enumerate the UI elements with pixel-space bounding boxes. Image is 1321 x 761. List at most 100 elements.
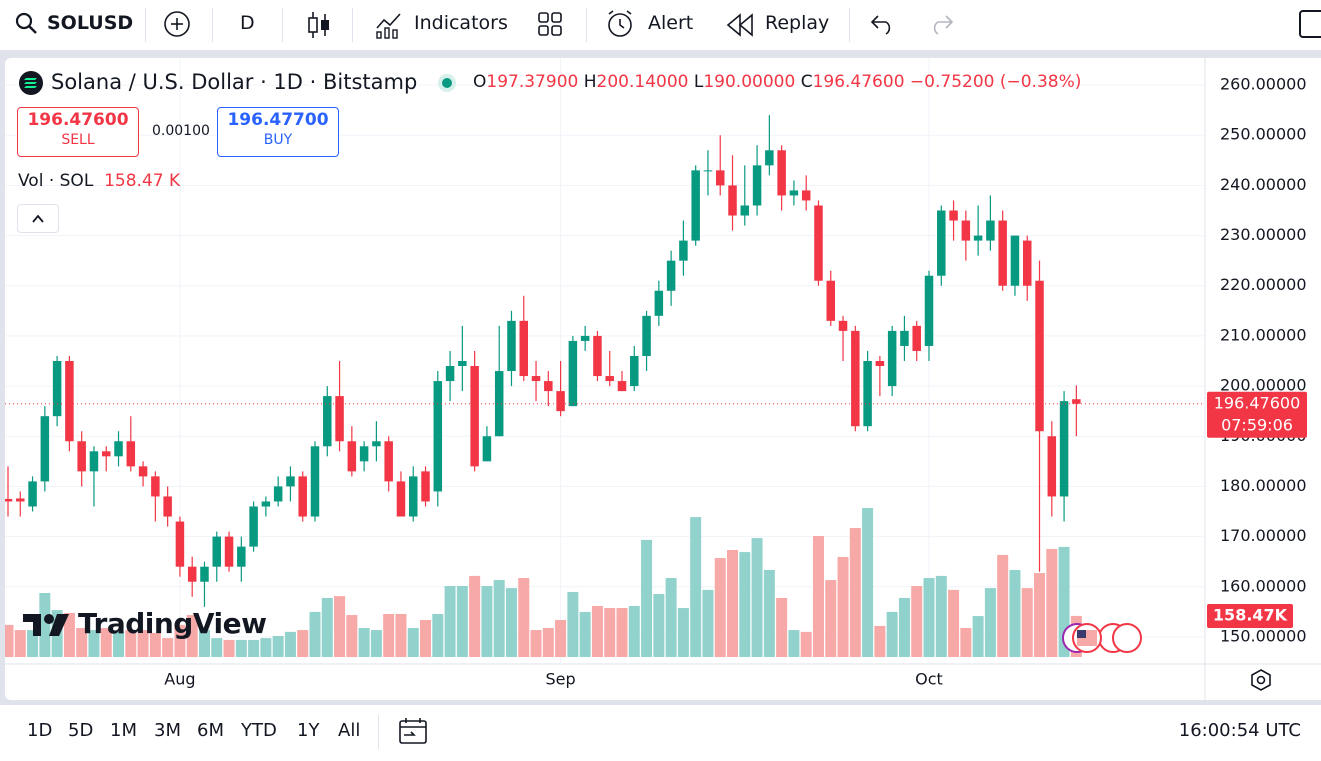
candle-body	[126, 441, 136, 467]
x-tick-label: Sep	[546, 670, 576, 689]
candle-body	[200, 566, 209, 582]
buy-label: BUY	[263, 132, 293, 148]
buy-price: 196.47700	[227, 110, 329, 130]
candle-body	[765, 150, 774, 166]
redo-button[interactable]	[928, 13, 954, 35]
volume-bar	[186, 615, 198, 657]
volume-bar	[149, 632, 161, 657]
candle-body	[715, 170, 725, 186]
volume-bar	[1009, 569, 1021, 657]
replay-icon[interactable]	[726, 13, 754, 37]
candle-body	[16, 498, 25, 502]
candle-body	[347, 441, 357, 472]
range-button[interactable]: YTD	[241, 720, 277, 741]
event-flags[interactable]	[1057, 620, 1147, 656]
candle-body	[65, 361, 74, 442]
chart-title: Solana / U.S. Dollar · 1D · Bitstamp	[51, 70, 418, 94]
volume-legend: Vol · SOL 158.47 K	[18, 171, 180, 191]
candle-body	[679, 240, 688, 261]
volume-bar	[812, 536, 824, 657]
settings-icon[interactable]	[1249, 668, 1273, 692]
candle-body	[887, 330, 897, 387]
alert-icon[interactable]	[605, 8, 637, 42]
candle-body	[273, 486, 283, 502]
volume-bar	[1058, 546, 1070, 657]
volume-bar	[481, 586, 493, 657]
ohlc-key: O	[473, 72, 487, 92]
ohlc-key: L	[693, 72, 704, 92]
volume-bar	[518, 577, 530, 657]
candle-body	[507, 320, 516, 372]
sell-button[interactable]: 196.47600 SELL	[17, 107, 139, 157]
volume-bar	[198, 630, 210, 657]
range-button[interactable]: 6M	[197, 720, 224, 741]
candle-body	[212, 536, 222, 567]
panel-toggle[interactable]	[1299, 10, 1321, 38]
watermark: TradingView	[78, 607, 267, 640]
y-tick-label: 250.00000	[1220, 125, 1307, 144]
candle-body	[482, 436, 492, 462]
volume-bar	[702, 589, 714, 657]
alert-button[interactable]: Alert	[648, 12, 694, 34]
interval[interactable]: D	[240, 12, 255, 34]
candle-body	[900, 330, 909, 346]
volume-bar	[223, 639, 235, 657]
volume-bar	[100, 627, 112, 657]
candle-body	[445, 366, 455, 382]
range-button[interactable]: 1M	[110, 720, 137, 741]
range-button[interactable]: 5D	[68, 720, 94, 741]
chart-type-icon[interactable]	[305, 10, 333, 40]
x-tick-label: Oct	[915, 670, 943, 689]
y-tick-label: 160.00000	[1220, 576, 1307, 595]
compare-button[interactable]	[163, 10, 193, 40]
chart: 150.00000 160.00000 170.00000 180.00000 190.…	[5, 58, 1321, 700]
volume-bar	[763, 569, 775, 657]
candle-body	[5, 498, 13, 502]
price-tag	[1207, 391, 1307, 438]
candle-body	[261, 501, 271, 507]
range-button[interactable]: 1D	[27, 720, 53, 741]
ohlc-value: 190.00000	[703, 72, 796, 92]
candle-body	[249, 506, 258, 547]
volume-bar	[383, 613, 395, 657]
range-button[interactable]: All	[338, 720, 361, 741]
volume-bar	[677, 608, 689, 657]
volume-bar	[997, 554, 1009, 657]
volume-tag	[1207, 603, 1293, 628]
range-button[interactable]: 1Y	[297, 720, 320, 741]
candle-body	[973, 235, 983, 241]
undo-button[interactable]	[870, 13, 896, 35]
candle-body	[286, 476, 295, 487]
volume-bar	[39, 593, 51, 657]
candle-body	[691, 170, 700, 241]
replay-button[interactable]: Replay	[765, 12, 830, 34]
candle-body	[568, 340, 578, 407]
volume-bar	[469, 575, 481, 657]
volume-legend-label: Vol · SOL	[18, 171, 94, 191]
range-button[interactable]: 3M	[154, 720, 181, 741]
volume-bar	[346, 615, 358, 657]
goto-date-icon[interactable]	[398, 717, 428, 747]
layouts-icon[interactable]	[538, 12, 564, 38]
market-status	[438, 74, 456, 92]
collapse-button[interactable]	[17, 204, 59, 233]
candle-body	[494, 371, 504, 437]
symbol[interactable]: SOLUSD	[47, 12, 134, 34]
candle-body	[175, 521, 185, 567]
volume-bar	[321, 597, 333, 657]
volume-bar	[125, 630, 137, 657]
volume-bar	[297, 630, 309, 657]
volume-bar	[309, 611, 321, 657]
candle-body	[728, 185, 737, 216]
search-icon[interactable]	[15, 12, 39, 36]
candle-body	[298, 476, 307, 517]
candle-body	[924, 275, 934, 346]
ohlc-value: 200.14000	[596, 72, 689, 92]
candle-body	[580, 335, 590, 341]
candle-body	[138, 466, 148, 477]
buy-button[interactable]: 196.47700 BUY	[217, 107, 339, 157]
indicators-button[interactable]: Indicators	[414, 12, 508, 34]
candle-body	[961, 220, 971, 241]
volume-bar	[493, 580, 505, 657]
indicators-icon[interactable]	[374, 10, 404, 40]
